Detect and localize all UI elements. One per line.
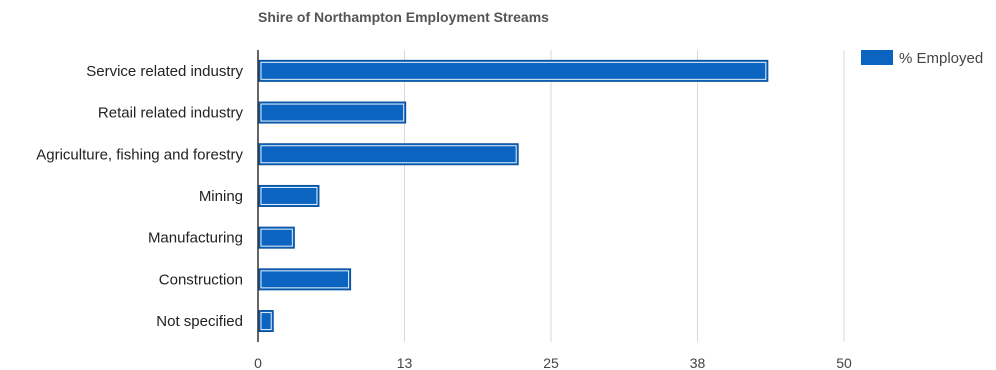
category-label: Service related industry <box>86 63 243 80</box>
bar-inner-outline <box>260 312 272 331</box>
bar[interactable] <box>258 226 295 249</box>
x-tick-label: 13 <box>397 355 413 370</box>
category-labels: Service related industry Retail related i… <box>36 63 243 330</box>
category-label: Mining <box>199 188 243 205</box>
x-tick-label: 50 <box>836 355 852 370</box>
bar[interactable] <box>258 101 407 124</box>
bar-inner-outline <box>260 228 293 247</box>
bar-inner-outline <box>260 145 517 164</box>
x-axis-tick-labels: 0 13 25 38 50 <box>254 355 852 370</box>
x-tick-label: 25 <box>543 355 559 370</box>
x-tick-label: 0 <box>254 355 262 370</box>
legend-swatch <box>861 50 893 65</box>
bar[interactable] <box>258 184 320 207</box>
legend[interactable]: % Employed <box>861 50 983 67</box>
gridlines <box>404 50 845 342</box>
bar-inner-outline <box>260 61 767 80</box>
bar[interactable] <box>258 59 769 82</box>
category-label: Construction <box>159 271 243 288</box>
bar-inner-outline <box>260 186 318 205</box>
category-label: Manufacturing <box>148 230 243 247</box>
bar[interactable] <box>258 310 274 333</box>
chart-title: Shire of Northampton Employment Streams <box>258 9 549 25</box>
legend-label: % Employed <box>899 50 983 67</box>
category-label: Retail related industry <box>98 105 244 122</box>
bars <box>258 59 769 333</box>
category-label: Agriculture, fishing and forestry <box>36 146 243 163</box>
bar[interactable] <box>258 143 519 166</box>
bar[interactable] <box>258 268 352 291</box>
category-label: Not specified <box>156 313 243 330</box>
bar-inner-outline <box>260 103 405 122</box>
x-tick-label: 38 <box>690 355 706 370</box>
bar-inner-outline <box>260 270 350 289</box>
